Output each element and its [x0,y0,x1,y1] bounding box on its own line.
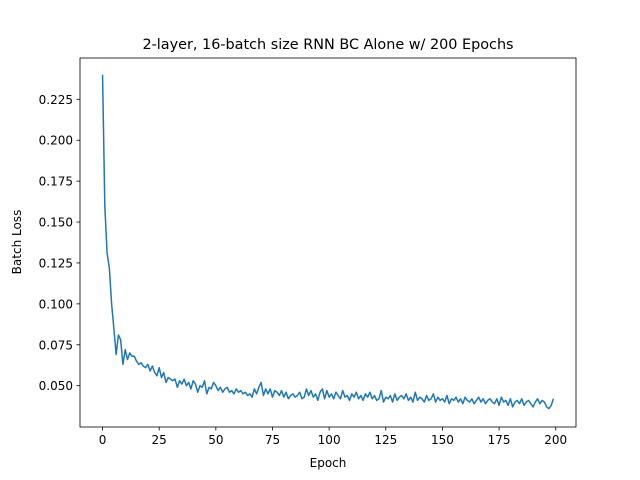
x-tick-label: 100 [318,433,341,447]
plot-frame [79,57,577,428]
y-tick-label: 0.150 [39,216,73,230]
x-tick-label: 50 [208,433,223,447]
x-tick-label: 125 [374,433,397,447]
y-tick-label: 0.225 [39,93,73,107]
y-tick-label: 0.125 [39,256,73,270]
x-tick-label: 0 [99,433,107,447]
x-tick-label: 25 [152,433,167,447]
line-series [101,74,555,410]
y-tick-label: 0.050 [39,379,73,393]
x-axis-label: Epoch [310,456,347,470]
y-tick-label: 0.175 [39,175,73,189]
y-tick-label: 0.075 [39,338,73,352]
x-tick-label: 75 [265,433,280,447]
y-axis-label: Batch Loss [10,210,24,275]
x-tick-label: 175 [488,433,511,447]
x-tick-label: 150 [431,433,454,447]
y-tick-label: 0.200 [39,134,73,148]
x-tick-label: 200 [544,433,567,447]
y-tick-label: 0.100 [39,297,73,311]
chart-title: 2-layer, 16-batch size RNN BC Alone w/ 2… [142,37,513,53]
